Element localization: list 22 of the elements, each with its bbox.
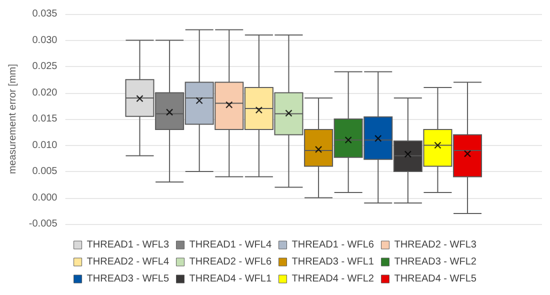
legend-label: THREAD3 - WFL1 (292, 256, 374, 268)
y-tick-label: 0.010 (32, 140, 58, 151)
y-tick-label: 0.035 (32, 8, 58, 20)
legend-label: THREAD4 - WFL5 (394, 274, 477, 284)
legend-label: THREAD4 - WFL1 (189, 274, 272, 284)
legend-label: THREAD4 - WFL2 (292, 274, 374, 284)
y-tick-label: 0.000 (32, 192, 58, 204)
y-tick-label: 0.025 (32, 61, 58, 72)
legend-label: THREAD1 - WFL4 (189, 240, 272, 250)
legend-label: THREAD2 - WFL3 (394, 240, 477, 250)
y-tick-label: -0.005 (28, 218, 58, 230)
y-axis-title: measurement error [mm] (8, 64, 18, 174)
y-tick-label: 0.005 (32, 166, 58, 177)
y-tick-label: 0.015 (32, 114, 58, 124)
legend-label: THREAD2 - WFL6 (189, 256, 272, 268)
legend-label: THREAD1 - WFL3 (86, 240, 170, 250)
y-tick-label: 0.030 (32, 34, 58, 46)
y-tick-label: 0.020 (32, 87, 58, 98)
legend-label: THREAD2 - WFL4 (86, 256, 170, 268)
legend-label: THREAD1 - WFL6 (292, 240, 374, 250)
legend-label: THREAD3 - WFL2 (394, 256, 477, 268)
legend-label: THREAD3 - WFL5 (86, 274, 170, 284)
